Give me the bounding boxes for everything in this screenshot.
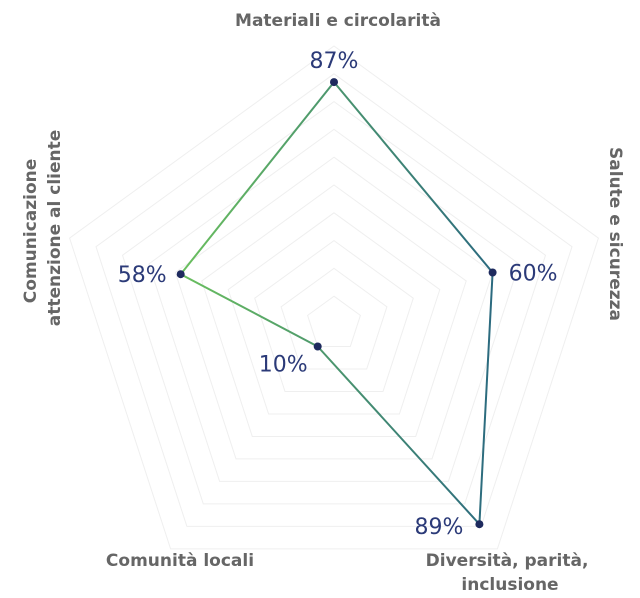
grid-ring	[202, 185, 466, 437]
value-label-materiali: 87%	[310, 49, 359, 74]
value-label-comunita: 10%	[259, 353, 308, 378]
data-points	[177, 78, 497, 528]
data-point	[314, 343, 322, 351]
grid-ring	[123, 102, 546, 504]
value-label-salute: 60%	[509, 262, 558, 287]
data-point	[475, 520, 483, 528]
axis-label-comunicazione: Comunicazione attenzione al cliente	[21, 130, 65, 327]
value-label-diversita: 89%	[414, 515, 463, 540]
radar-grid	[70, 46, 599, 549]
grid-ring	[149, 129, 519, 481]
axis-label-salute: Salute e sicurezza	[605, 147, 625, 321]
value-label-comunicazione: 58%	[118, 263, 167, 288]
data-point	[177, 270, 185, 278]
axis-label-materiali: Materiali e circolarità	[235, 11, 441, 31]
data-point	[489, 269, 497, 277]
axis-label-comunita: Comunità locali	[106, 551, 254, 571]
axis-label-diversita: Diversità, parità, inclusione	[426, 551, 595, 595]
data-point	[330, 78, 338, 86]
data-series-outline	[181, 82, 493, 524]
grid-ring	[308, 296, 361, 346]
grid-ring	[70, 46, 599, 549]
